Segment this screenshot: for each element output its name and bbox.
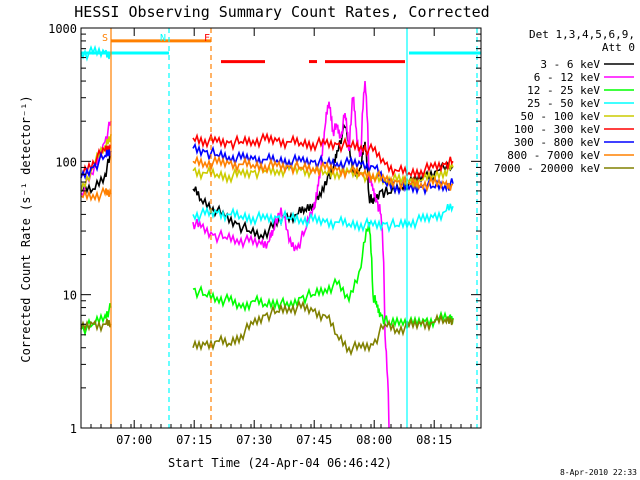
series-line-2-1 [192,221,454,331]
series-line-0-0 [80,152,112,195]
series-line-4-1 [192,160,454,190]
series-line-8-0 [80,318,112,334]
x-axis-label: Start Time (24-Apr-04 06:46:42) [168,456,392,470]
annotation-2: F [204,33,210,44]
series-8 [80,299,454,357]
x-tick-label-3: 07:45 [296,433,332,447]
y-tick-label-0: 1 [70,422,77,436]
series-line-4-0 [80,134,112,192]
x-tick-label-4: 08:00 [356,433,392,447]
series-line-7-1 [192,154,453,193]
legend-label-1: 6 - 12 keV [534,71,601,84]
legend-label-2: 12 - 25 keV [527,84,600,97]
footer-timestamp: 8-Apr-2010 22:33 [560,468,637,477]
legend-label-4: 50 - 100 keV [521,110,601,123]
series-line-3-1 [192,203,454,234]
x-tick-label-1: 07:15 [176,433,212,447]
x-tick-label-2: 07:30 [236,433,272,447]
legend-label-8: 7000 - 20000 keV [494,162,600,175]
x-tick-label-0: 07:00 [116,433,152,447]
series-line-6-1 [192,142,454,196]
legend-label-7: 800 - 7000 keV [507,149,600,162]
y-axis-label: Corrected Count Rate (s⁻¹ detector⁻¹) [19,95,33,362]
plot-frame [80,27,482,429]
legend-label-6: 300 - 800 keV [514,136,600,149]
y-tick-label-2: 100 [55,155,77,169]
annotation-0: S [102,33,108,44]
series-line-1-1 [192,81,390,429]
legend-header-line-2: Att 0 [602,41,635,54]
legend-label-5: 100 - 300 keV [514,123,600,136]
legend-header-line-1: Det 1,3,4,5,6,9, [529,28,635,41]
series-4 [80,134,454,192]
series-6 [80,142,454,196]
series-line-6-0 [80,149,112,180]
chart-title: HESSI Observing Summary Count Rates, Cor… [74,3,489,21]
series-line-5-1 [192,131,454,181]
series-7 [80,154,453,204]
series-line-7-0 [80,186,112,204]
series-line-8-1 [192,299,454,357]
x-tick-label-5: 08:15 [416,433,452,447]
legend-label-3: 25 - 50 keV [527,97,600,110]
annotation-1: N [160,33,166,44]
y-tick-label-3: 1000 [48,22,77,36]
legend-label-0: 3 - 6 keV [540,58,600,71]
series-1 [80,81,390,429]
series-3 [80,44,454,234]
y-tick-label-1: 10 [63,289,77,303]
